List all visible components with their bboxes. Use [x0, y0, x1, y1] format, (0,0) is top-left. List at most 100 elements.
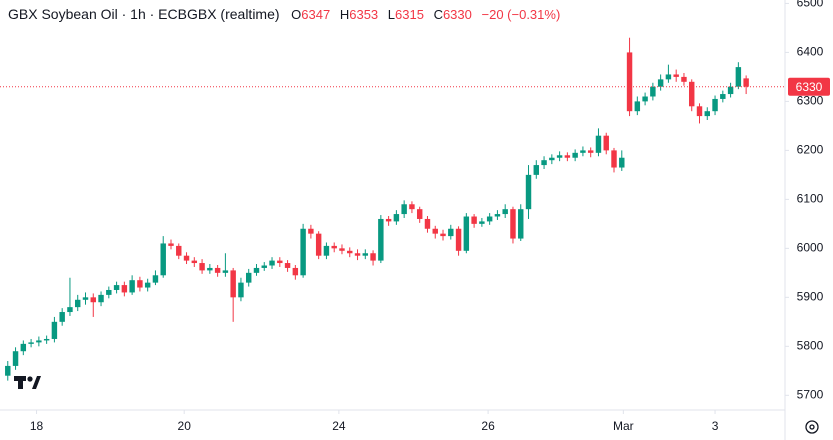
candle-body: [657, 79, 664, 87]
candle-body: [168, 243, 174, 246]
candle-body: [207, 267, 213, 271]
candle-body: [696, 106, 703, 117]
x-tick-label: Mar: [613, 419, 634, 433]
candle-body: [144, 282, 151, 288]
candle-body: [199, 263, 205, 271]
candle-body: [230, 270, 236, 298]
candle-body: [712, 98, 718, 112]
candle-body: [277, 260, 283, 264]
candle-body: [129, 280, 135, 293]
candle-body: [245, 272, 252, 283]
settings-icon[interactable]: [805, 420, 819, 434]
candle-body: [183, 255, 190, 261]
candle-body: [90, 297, 96, 303]
candle-body: [323, 245, 330, 256]
candle-body: [12, 351, 19, 366]
candle-body: [137, 280, 143, 288]
candle-body: [43, 338, 50, 341]
candle-body: [370, 253, 376, 261]
candle-body: [556, 155, 563, 158]
ohlc-value: 6347: [301, 7, 331, 22]
y-tick-label: 6400: [797, 45, 824, 59]
tv-logo: [14, 376, 41, 389]
candle-body: [106, 289, 112, 295]
candle-body: [673, 74, 679, 77]
candle-body: [689, 81, 695, 107]
candle-body: [121, 285, 128, 293]
ohlc-value: 6315: [395, 7, 424, 22]
candle-body: [67, 307, 73, 313]
candle-body: [595, 135, 602, 153]
candle-body: [362, 253, 369, 256]
y-tick-label: 6500: [797, 0, 824, 10]
y-tick-label: 5800: [797, 338, 824, 352]
candle-body: [300, 228, 306, 276]
candle-body: [525, 174, 532, 210]
y-tick-label: 5900: [797, 290, 824, 304]
candle-body: [494, 214, 501, 217]
candle-body: [518, 209, 524, 239]
legend-header: GBX Soybean Oil · 1h · ECBGBX (realtime)…: [8, 6, 566, 22]
y-tick-label: 6100: [797, 192, 824, 206]
y-tick-label: 6000: [797, 241, 824, 255]
candle-body: [510, 209, 516, 239]
candle-body: [152, 275, 159, 283]
candle-body: [214, 267, 221, 273]
y-tick-label: 6300: [797, 94, 824, 108]
candle-body: [743, 78, 749, 87]
ohlc-value: 6330: [442, 7, 472, 22]
candle-body: [308, 228, 314, 234]
candle-body: [432, 228, 438, 234]
candle-body: [448, 228, 454, 237]
candle-body: [160, 243, 166, 276]
x-tick-label: 26: [481, 419, 495, 433]
candle-body: [533, 165, 540, 175]
candle-body: [587, 150, 594, 153]
x-tick-label: 18: [30, 419, 44, 433]
candle-body: [176, 245, 182, 256]
candle-body: [253, 267, 260, 273]
candle-body: [626, 52, 633, 112]
candle-body: [665, 74, 672, 80]
candle-body: [51, 321, 58, 339]
candle-body: [479, 221, 485, 224]
candle-body: [284, 263, 291, 268]
change: −20 (−0.31%): [481, 7, 561, 22]
candle-body: [455, 228, 462, 251]
candle-body: [98, 294, 104, 303]
candle-body: [619, 157, 625, 168]
candle-body: [339, 248, 345, 251]
candle-body: [75, 299, 81, 308]
candle-body: [720, 94, 726, 99]
candle-body: [315, 233, 322, 256]
candle-body: [564, 155, 571, 158]
candle-body: [611, 150, 617, 168]
candle-body: [424, 218, 431, 229]
x-tick-label: 3: [712, 419, 719, 433]
symbol-title: GBX Soybean Oil · 1h · ECBGBX (realtime): [8, 6, 280, 22]
candle-body: [113, 285, 120, 290]
y-tick-label: 6200: [797, 143, 824, 157]
candle-body: [486, 216, 493, 222]
candle-body: [378, 218, 384, 261]
candle-body: [36, 340, 42, 343]
ohlc-label: H: [339, 7, 350, 22]
ohlc-label: O: [291, 7, 302, 22]
candle-body: [580, 150, 586, 153]
candle-body: [735, 67, 742, 87]
candle-body: [502, 209, 508, 215]
candle-body: [401, 204, 407, 215]
candle-body: [347, 250, 353, 254]
candle-body: [549, 157, 555, 161]
candle-body: [416, 209, 423, 219]
candle-body: [471, 216, 477, 224]
candle-body: [191, 260, 198, 264]
candle-body: [603, 135, 609, 151]
candle-body: [385, 218, 392, 222]
candle-body: [463, 216, 470, 251]
candle-body: [292, 267, 299, 276]
candle-body: [82, 297, 89, 300]
candle-body: [634, 101, 641, 112]
